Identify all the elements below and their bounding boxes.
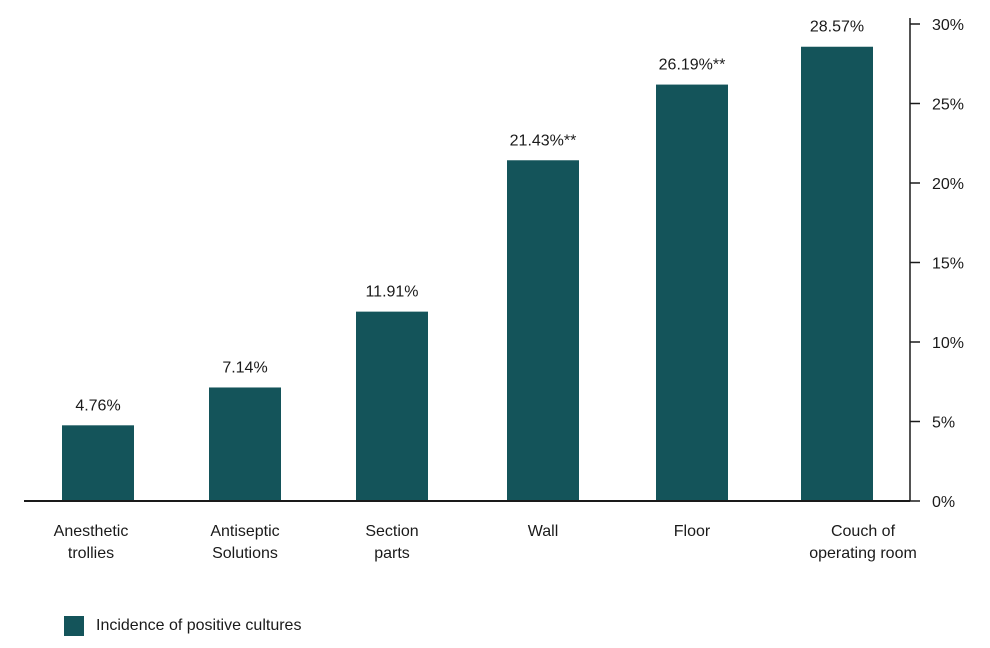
bar-value-label-2: 11.91%: [365, 284, 418, 301]
y-tick-label-5: 25%: [932, 97, 964, 114]
bar-value-label-3: 21.43%**: [510, 132, 577, 149]
bar-1: [209, 387, 281, 501]
y-tick-label-4: 20%: [932, 176, 964, 193]
bar-0: [62, 425, 134, 501]
bar-value-label-1: 7.14%: [222, 359, 267, 376]
category-label-4: Floor: [674, 523, 711, 540]
bar-value-label-4: 26.19%**: [659, 57, 726, 74]
bar-2: [356, 311, 428, 501]
y-tick-label-6: 30%: [932, 17, 964, 34]
legend-swatch: [64, 616, 84, 636]
axes-layer: 0% 5% 10% 15% 20% 25% 30%: [24, 17, 964, 511]
value-labels-layer: 4.76% 7.14% 11.91% 21.43%** 26.19%** 28.57%: [75, 19, 864, 415]
y-tick-label-2: 10%: [932, 335, 964, 352]
bar-value-label-0: 4.76%: [75, 397, 120, 414]
bar-4: [656, 84, 728, 501]
y-tick-label-1: 5%: [932, 415, 955, 432]
legend: Incidence of positive cultures: [64, 616, 301, 636]
bars-layer: [62, 46, 873, 501]
bar-value-label-5: 28.57%: [810, 19, 864, 36]
bar-chart: 4.76% 7.14% 11.91% 21.43%** 26.19%** 28.57% 0…: [24, 17, 964, 562]
y-tick-label-0: 0%: [932, 494, 955, 511]
bar-5: [801, 46, 873, 501]
legend-label: Incidence of positive cultures: [96, 617, 302, 634]
y-tick-label-3: 15%: [932, 256, 964, 273]
category-label-1: Antiseptic Solutions: [210, 523, 279, 562]
category-labels-layer: Anesthetic trollies Antiseptic Solutions Sec…: [54, 523, 917, 562]
category-label-5: Couch of operating room: [809, 523, 917, 562]
category-label-2: Section parts: [365, 523, 418, 562]
category-label-0: Anesthetic trollies: [54, 523, 129, 562]
bar-3: [507, 160, 579, 501]
category-label-3: Wall: [528, 523, 559, 540]
